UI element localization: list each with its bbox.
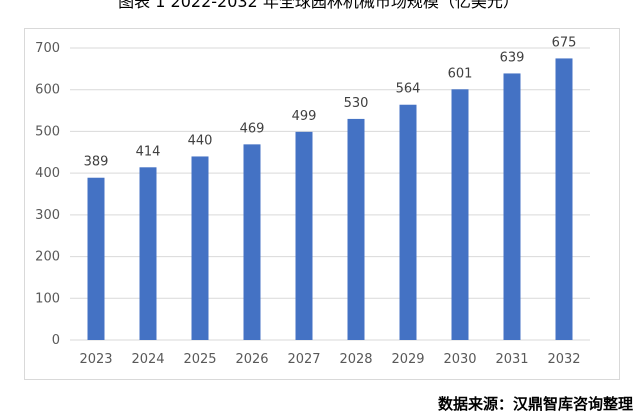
y-tick-label: 400 bbox=[35, 166, 60, 181]
y-tick-label: 300 bbox=[35, 208, 60, 223]
bar bbox=[295, 131, 313, 340]
x-tick-label: 2024 bbox=[131, 352, 164, 367]
x-tick-label: 2028 bbox=[339, 352, 372, 367]
data-label: 414 bbox=[136, 144, 161, 159]
x-tick-label: 2031 bbox=[495, 352, 528, 367]
data-label: 499 bbox=[292, 109, 317, 124]
chart-title: 图表 1 2022-2032 年全球园林机械市场规模（亿美元） bbox=[118, 0, 519, 11]
y-tick-label: 0 bbox=[52, 333, 60, 348]
bar bbox=[139, 167, 157, 340]
x-tick-label: 2027 bbox=[287, 352, 320, 367]
data-label: 564 bbox=[396, 82, 421, 97]
y-tick-label: 200 bbox=[35, 250, 60, 265]
data-source-note: 数据来源：汉鼎智库咨询整理 bbox=[437, 395, 633, 413]
bar bbox=[399, 104, 417, 340]
bar bbox=[555, 58, 573, 341]
bar bbox=[191, 156, 209, 340]
data-label: 389 bbox=[84, 155, 109, 170]
x-tick-label: 2026 bbox=[235, 352, 268, 367]
y-tick-label: 100 bbox=[35, 291, 60, 306]
x-tick-label: 2030 bbox=[443, 352, 476, 367]
x-tick-label: 2029 bbox=[391, 352, 424, 367]
data-label: 639 bbox=[500, 50, 525, 65]
bar bbox=[451, 89, 469, 340]
bar bbox=[243, 144, 261, 340]
data-label: 469 bbox=[240, 121, 265, 136]
bar bbox=[347, 118, 365, 341]
bar bbox=[87, 177, 105, 340]
chart-frame bbox=[24, 28, 620, 380]
bar bbox=[503, 73, 521, 341]
data-label: 601 bbox=[448, 66, 473, 81]
x-tick-label: 2023 bbox=[79, 352, 112, 367]
data-label: 440 bbox=[188, 133, 213, 148]
data-label: 530 bbox=[344, 96, 369, 111]
x-tick-label: 2025 bbox=[183, 352, 216, 367]
y-tick-label: 700 bbox=[35, 41, 60, 56]
y-tick-label: 600 bbox=[35, 83, 60, 98]
y-tick-label: 500 bbox=[35, 124, 60, 139]
data-label: 675 bbox=[552, 35, 577, 50]
x-tick-label: 2032 bbox=[547, 352, 580, 367]
